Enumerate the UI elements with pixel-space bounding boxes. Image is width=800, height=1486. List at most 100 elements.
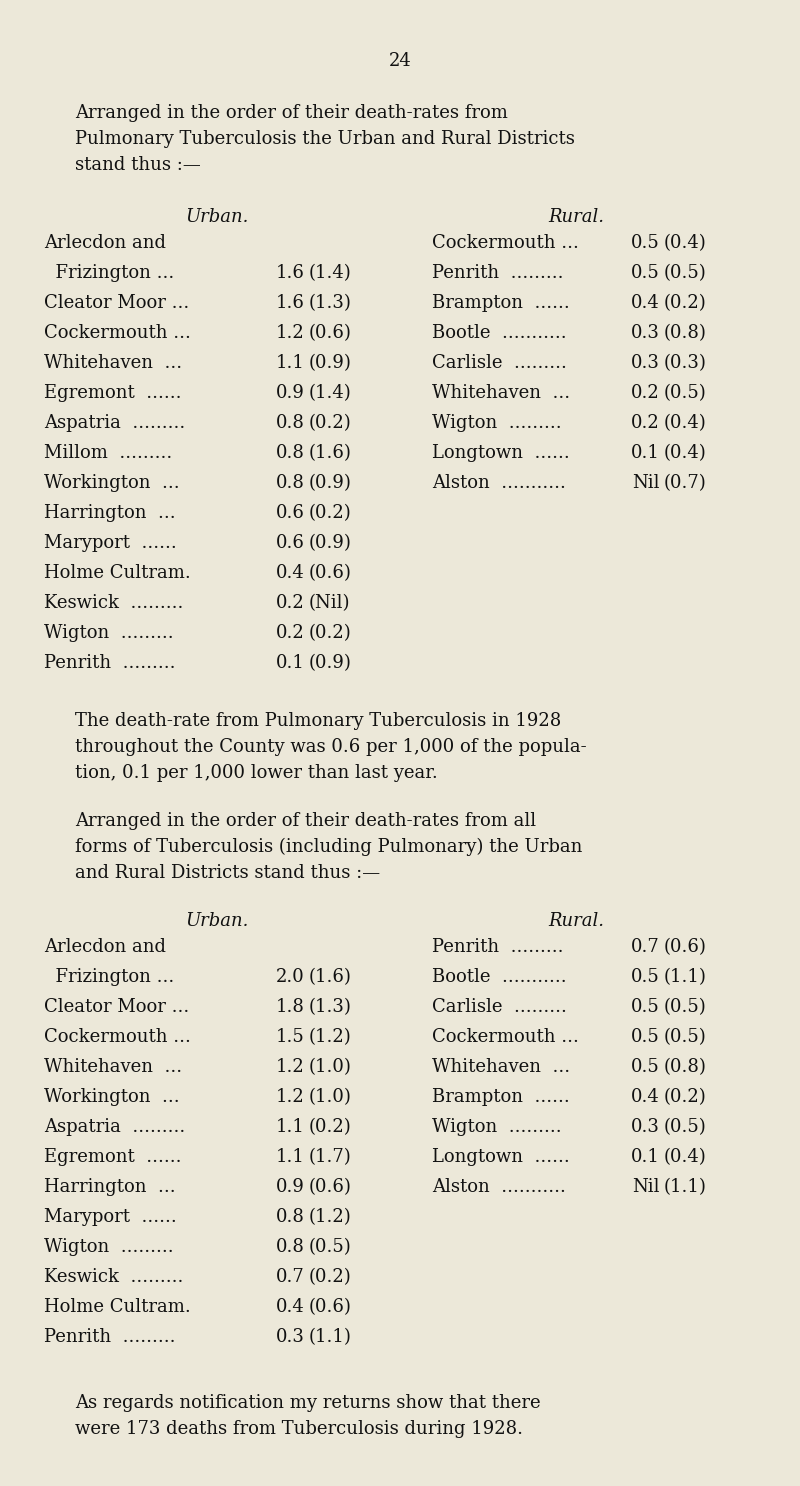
Text: forms of Tuberculosis (including Pulmonary) the Urban: forms of Tuberculosis (including Pulmona… bbox=[75, 838, 582, 856]
Text: Frizington ...: Frizington ... bbox=[44, 265, 174, 282]
Text: Workington  ...: Workington ... bbox=[44, 474, 180, 492]
Text: 0.8: 0.8 bbox=[276, 474, 305, 492]
Text: Rural.: Rural. bbox=[548, 912, 604, 930]
Text: Harrington  ...: Harrington ... bbox=[44, 504, 176, 522]
Text: Penrith  .........: Penrith ......... bbox=[432, 938, 563, 955]
Text: Wigton  .........: Wigton ......... bbox=[44, 1238, 174, 1256]
Text: 24: 24 bbox=[389, 52, 411, 70]
Text: Maryport  ......: Maryport ...... bbox=[44, 1208, 177, 1226]
Text: (0.2): (0.2) bbox=[309, 1268, 352, 1285]
Text: Egremont  ......: Egremont ...... bbox=[44, 383, 182, 403]
Text: 0.1: 0.1 bbox=[276, 654, 305, 672]
Text: (0.5): (0.5) bbox=[309, 1238, 352, 1256]
Text: 0.4: 0.4 bbox=[631, 1088, 660, 1106]
Text: 1.1: 1.1 bbox=[276, 354, 305, 372]
Text: (0.8): (0.8) bbox=[664, 1058, 707, 1076]
Text: Holme Cultram.: Holme Cultram. bbox=[44, 565, 190, 583]
Text: Urban.: Urban. bbox=[185, 208, 248, 226]
Text: 1.8: 1.8 bbox=[276, 999, 305, 1016]
Text: 0.4: 0.4 bbox=[276, 565, 305, 583]
Text: Penrith  .........: Penrith ......... bbox=[44, 654, 175, 672]
Text: (1.1): (1.1) bbox=[309, 1328, 352, 1346]
Text: 0.5: 0.5 bbox=[631, 1028, 660, 1046]
Text: (0.5): (0.5) bbox=[664, 1028, 706, 1046]
Text: 1.2: 1.2 bbox=[276, 1088, 305, 1106]
Text: (0.4): (0.4) bbox=[664, 415, 706, 432]
Text: throughout the County was 0.6 per 1,000 of the popula-: throughout the County was 0.6 per 1,000 … bbox=[75, 739, 586, 756]
Text: 0.3: 0.3 bbox=[631, 354, 660, 372]
Text: Cockermouth ...: Cockermouth ... bbox=[432, 1028, 579, 1046]
Text: 0.6: 0.6 bbox=[276, 533, 305, 551]
Text: 0.3: 0.3 bbox=[276, 1328, 305, 1346]
Text: Brampton  ......: Brampton ...... bbox=[432, 1088, 570, 1106]
Text: 0.2: 0.2 bbox=[631, 383, 660, 403]
Text: Maryport  ......: Maryport ...... bbox=[44, 533, 177, 551]
Text: were 173 deaths from Tuberculosis during 1928.: were 173 deaths from Tuberculosis during… bbox=[75, 1421, 523, 1438]
Text: (0.6): (0.6) bbox=[309, 324, 352, 342]
Text: Cockermouth ...: Cockermouth ... bbox=[44, 1028, 191, 1046]
Text: (0.2): (0.2) bbox=[309, 415, 352, 432]
Text: (0.9): (0.9) bbox=[309, 474, 352, 492]
Text: 0.2: 0.2 bbox=[276, 624, 305, 642]
Text: 0.8: 0.8 bbox=[276, 1238, 305, 1256]
Text: Wigton  .........: Wigton ......... bbox=[432, 1117, 562, 1135]
Text: Cleator Moor ...: Cleator Moor ... bbox=[44, 294, 190, 312]
Text: Pulmonary Tuberculosis the Urban and Rural Districts: Pulmonary Tuberculosis the Urban and Rur… bbox=[75, 129, 575, 149]
Text: 0.3: 0.3 bbox=[631, 324, 660, 342]
Text: Egremont  ......: Egremont ...... bbox=[44, 1149, 182, 1167]
Text: (0.6): (0.6) bbox=[309, 1297, 352, 1317]
Text: 2.0: 2.0 bbox=[276, 967, 305, 987]
Text: (0.4): (0.4) bbox=[664, 233, 706, 253]
Text: 0.7: 0.7 bbox=[631, 938, 660, 955]
Text: Aspatria  .........: Aspatria ......... bbox=[44, 415, 186, 432]
Text: Arranged in the order of their death-rates from all: Arranged in the order of their death-rat… bbox=[75, 811, 536, 831]
Text: 1.5: 1.5 bbox=[276, 1028, 305, 1046]
Text: (1.1): (1.1) bbox=[664, 1178, 707, 1196]
Text: 0.5: 0.5 bbox=[631, 265, 660, 282]
Text: (1.2): (1.2) bbox=[309, 1028, 352, 1046]
Text: 0.8: 0.8 bbox=[276, 415, 305, 432]
Text: Workington  ...: Workington ... bbox=[44, 1088, 180, 1106]
Text: and Rural Districts stand thus :—: and Rural Districts stand thus :— bbox=[75, 863, 380, 883]
Text: 1.6: 1.6 bbox=[276, 265, 305, 282]
Text: 0.5: 0.5 bbox=[631, 967, 660, 987]
Text: Whitehaven  ...: Whitehaven ... bbox=[44, 354, 182, 372]
Text: 0.2: 0.2 bbox=[276, 594, 305, 612]
Text: (0.6): (0.6) bbox=[309, 1178, 352, 1196]
Text: (0.9): (0.9) bbox=[309, 533, 352, 551]
Text: Arlecdon and: Arlecdon and bbox=[44, 938, 166, 955]
Text: stand thus :—: stand thus :— bbox=[75, 156, 201, 174]
Text: Cockermouth ...: Cockermouth ... bbox=[44, 324, 191, 342]
Text: (1.6): (1.6) bbox=[309, 444, 352, 462]
Text: Cleator Moor ...: Cleator Moor ... bbox=[44, 999, 190, 1016]
Text: Penrith  .........: Penrith ......... bbox=[44, 1328, 175, 1346]
Text: Bootle  ...........: Bootle ........... bbox=[432, 324, 566, 342]
Text: (0.3): (0.3) bbox=[664, 354, 707, 372]
Text: Carlisle  .........: Carlisle ......... bbox=[432, 999, 567, 1016]
Text: (1.3): (1.3) bbox=[309, 294, 352, 312]
Text: Keswick  .........: Keswick ......... bbox=[44, 1268, 183, 1285]
Text: 0.3: 0.3 bbox=[631, 1117, 660, 1135]
Text: Bootle  ...........: Bootle ........... bbox=[432, 967, 566, 987]
Text: Wigton  .........: Wigton ......... bbox=[44, 624, 174, 642]
Text: (1.1): (1.1) bbox=[664, 967, 707, 987]
Text: tion, 0.1 per 1,000 lower than last year.: tion, 0.1 per 1,000 lower than last year… bbox=[75, 764, 438, 782]
Text: Whitehaven  ...: Whitehaven ... bbox=[44, 1058, 182, 1076]
Text: (0.2): (0.2) bbox=[309, 504, 352, 522]
Text: (1.3): (1.3) bbox=[309, 999, 352, 1016]
Text: (1.0): (1.0) bbox=[309, 1088, 352, 1106]
Text: 0.8: 0.8 bbox=[276, 1208, 305, 1226]
Text: (0.9): (0.9) bbox=[309, 654, 352, 672]
Text: Carlisle  .........: Carlisle ......... bbox=[432, 354, 567, 372]
Text: 0.5: 0.5 bbox=[631, 1058, 660, 1076]
Text: 0.4: 0.4 bbox=[631, 294, 660, 312]
Text: 0.7: 0.7 bbox=[276, 1268, 305, 1285]
Text: Harrington  ...: Harrington ... bbox=[44, 1178, 176, 1196]
Text: Penrith  .........: Penrith ......... bbox=[432, 265, 563, 282]
Text: Alston  ...........: Alston ........... bbox=[432, 1178, 566, 1196]
Text: (0.2): (0.2) bbox=[664, 294, 706, 312]
Text: Urban.: Urban. bbox=[185, 912, 248, 930]
Text: (1.4): (1.4) bbox=[309, 383, 352, 403]
Text: The death-rate from Pulmonary Tuberculosis in 1928: The death-rate from Pulmonary Tuberculos… bbox=[75, 712, 562, 730]
Text: 0.2: 0.2 bbox=[631, 415, 660, 432]
